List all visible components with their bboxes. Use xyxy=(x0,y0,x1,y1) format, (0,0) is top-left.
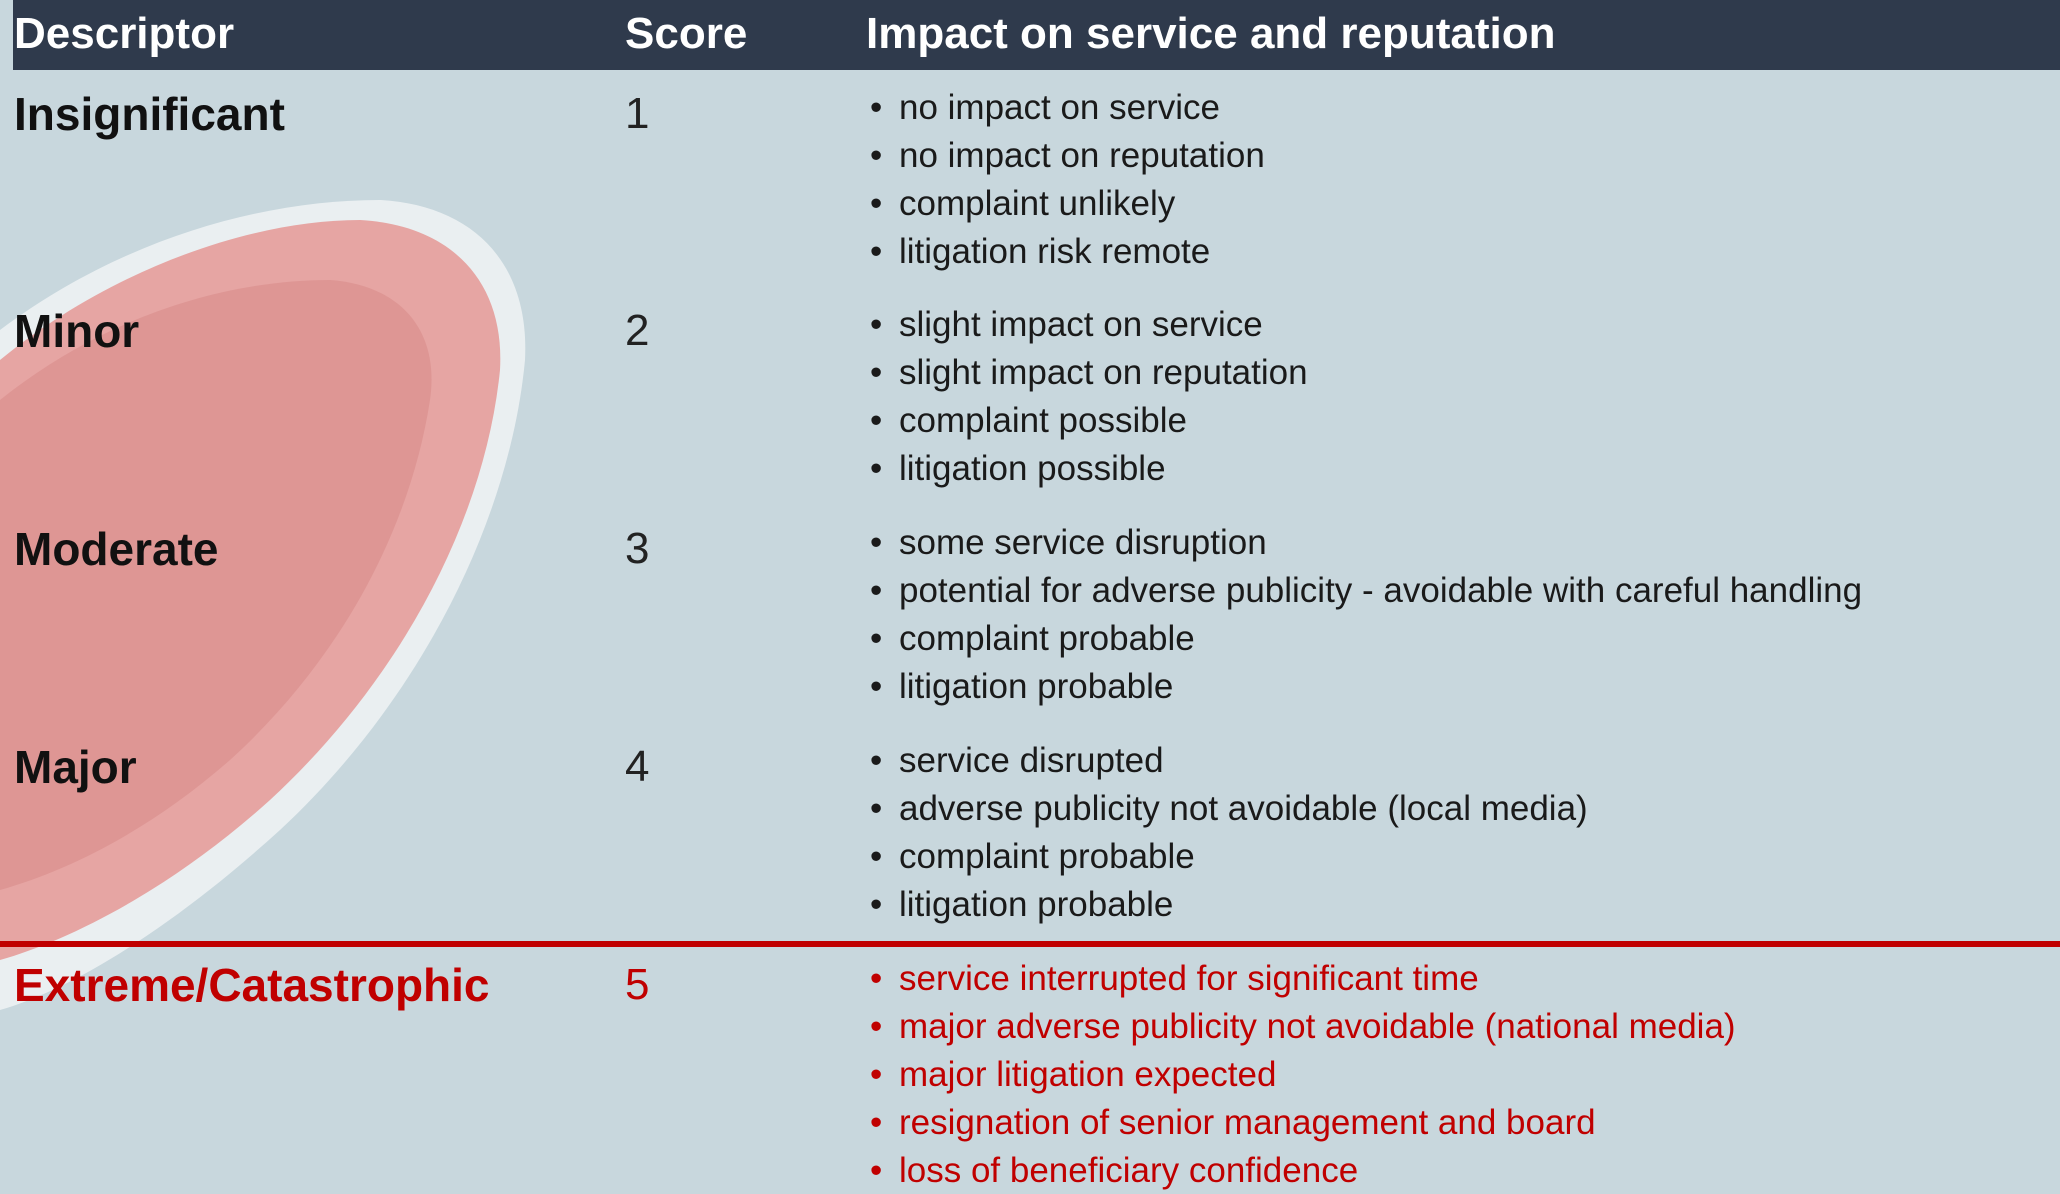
bullet-item: complaint probable xyxy=(870,616,1195,662)
bullet-item: service disrupted xyxy=(870,738,1164,784)
bullet-item: complaint possible xyxy=(870,398,1187,444)
bullet-item: litigation probable xyxy=(870,882,1173,928)
bullet-item: complaint probable xyxy=(870,834,1195,880)
bullet-item: some service disruption xyxy=(870,520,1267,566)
bullet-item: litigation possible xyxy=(870,446,1166,492)
bullet-item: no impact on service xyxy=(870,85,1220,131)
bullet-item: slight impact on service xyxy=(870,302,1263,348)
score: 5 xyxy=(625,960,650,1009)
bullet-item: no impact on reputation xyxy=(870,133,1265,179)
bullet-item: litigation probable xyxy=(870,664,1173,710)
descriptor: Major xyxy=(14,741,137,793)
bullet-item: major litigation expected xyxy=(870,1052,1276,1098)
descriptor: Extreme/Catastrophic xyxy=(14,959,490,1011)
header-cell: Descriptor xyxy=(14,9,235,58)
score: 3 xyxy=(625,524,650,573)
bullet-item: resignation of senior management and boa… xyxy=(870,1100,1596,1146)
bullet-item: litigation risk remote xyxy=(870,229,1210,275)
descriptor: Minor xyxy=(14,305,140,357)
score: 4 xyxy=(625,742,650,791)
score: 1 xyxy=(625,89,650,138)
descriptor: Moderate xyxy=(14,523,219,575)
bullet-item: slight impact on reputation xyxy=(870,350,1308,396)
bullet-item: potential for adverse publicity - avoida… xyxy=(870,568,1862,614)
header-cell: Impact on service and reputation xyxy=(866,9,1556,58)
header-cell: Score xyxy=(625,9,748,58)
separator xyxy=(0,941,2060,947)
descriptor: Insignificant xyxy=(14,88,285,140)
bullet-item: adverse publicity not avoidable (local m… xyxy=(870,786,1588,832)
score: 2 xyxy=(625,306,650,355)
bullet-item: complaint unlikely xyxy=(870,181,1175,227)
bullet-item: loss of beneficiary confidence xyxy=(870,1148,1358,1194)
bullet-item: service interrupted for significant time xyxy=(870,956,1479,1002)
header-bar xyxy=(13,0,2060,70)
bullet-item: major adverse publicity not avoidable (n… xyxy=(870,1004,1736,1050)
